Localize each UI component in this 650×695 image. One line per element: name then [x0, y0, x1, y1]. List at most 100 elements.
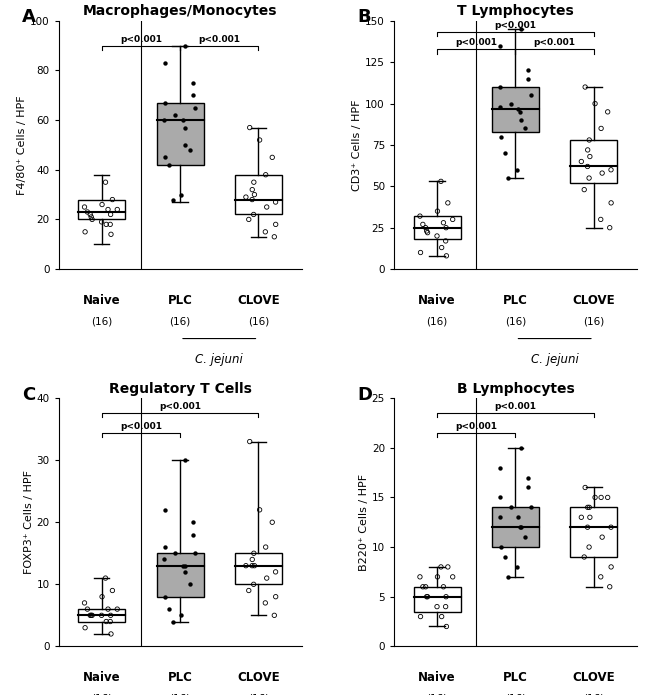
Point	[261, 541, 271, 553]
Text: C. jejuni: C. jejuni	[531, 354, 578, 366]
Point	[582, 145, 593, 156]
Point	[270, 219, 281, 230]
Bar	[78, 199, 125, 220]
Point	[432, 206, 443, 217]
Point	[247, 560, 257, 571]
Point	[604, 581, 615, 592]
Point	[105, 616, 116, 627]
Point	[603, 492, 613, 503]
Point	[96, 610, 107, 621]
Point	[441, 222, 451, 234]
Point	[526, 90, 536, 101]
Point	[495, 512, 505, 523]
Text: (16): (16)	[583, 316, 605, 326]
Point	[247, 554, 257, 565]
Point	[180, 140, 190, 151]
Point	[597, 532, 607, 543]
Point	[82, 206, 92, 218]
Point	[523, 472, 534, 483]
Point	[261, 202, 272, 213]
Point	[500, 551, 510, 562]
Point	[503, 172, 514, 183]
Point	[418, 219, 428, 230]
Point	[584, 512, 595, 523]
Point	[523, 65, 534, 76]
Point	[105, 610, 116, 621]
Title: T Lymphocytes: T Lymphocytes	[457, 4, 574, 18]
Text: PLC: PLC	[503, 671, 528, 684]
Point	[523, 482, 533, 493]
Bar	[413, 216, 461, 239]
Point	[606, 562, 616, 573]
Point	[421, 581, 431, 592]
Point	[415, 611, 426, 622]
Point	[515, 522, 526, 533]
Point	[270, 591, 281, 603]
Point	[82, 603, 92, 614]
Point	[107, 585, 118, 596]
Point	[432, 601, 442, 612]
Point	[576, 512, 586, 523]
Point	[606, 522, 616, 533]
Text: PLC: PLC	[503, 294, 528, 307]
Point	[190, 102, 201, 113]
Point	[495, 462, 505, 473]
Point	[595, 214, 606, 225]
Text: D: D	[358, 386, 372, 404]
Point	[170, 548, 180, 559]
Point	[606, 197, 616, 208]
Point	[80, 622, 90, 633]
Point	[176, 189, 187, 200]
Point	[443, 562, 453, 573]
Point	[582, 502, 593, 513]
Point	[188, 77, 198, 88]
Point	[159, 58, 170, 69]
Point	[248, 209, 259, 220]
Point	[105, 209, 116, 220]
Point	[441, 236, 451, 247]
Point	[254, 505, 265, 516]
Point	[582, 522, 593, 533]
Point	[523, 73, 533, 84]
Point	[159, 554, 170, 565]
Point	[249, 560, 259, 571]
Point	[101, 616, 111, 627]
Point	[606, 164, 616, 175]
Point	[422, 227, 433, 238]
Point	[247, 184, 257, 195]
Point	[526, 502, 536, 513]
Point	[106, 628, 116, 639]
Point	[85, 610, 96, 621]
Point	[520, 532, 530, 543]
Text: Naive: Naive	[83, 294, 120, 307]
Point	[100, 177, 110, 188]
Point	[188, 516, 198, 528]
Point	[515, 522, 525, 533]
Text: C: C	[22, 386, 35, 404]
Point	[441, 250, 452, 261]
Point	[421, 591, 432, 603]
Bar	[413, 587, 461, 612]
Point	[187, 90, 198, 101]
Point	[106, 229, 116, 240]
Point	[159, 115, 170, 126]
Text: (16): (16)	[426, 316, 448, 326]
Point	[168, 194, 178, 205]
Text: p<0.001: p<0.001	[534, 38, 576, 47]
Text: p<0.001: p<0.001	[198, 35, 240, 44]
Point	[515, 442, 526, 453]
Text: CLOVE: CLOVE	[237, 671, 280, 684]
Bar	[570, 140, 617, 183]
Point	[415, 571, 425, 582]
Point	[248, 579, 259, 590]
Point	[240, 560, 251, 571]
Point	[595, 571, 606, 582]
Point	[495, 40, 505, 51]
Text: (16): (16)	[505, 694, 526, 695]
Point	[441, 601, 451, 612]
Text: Naive: Naive	[418, 294, 456, 307]
Point	[584, 151, 595, 162]
Point	[438, 217, 448, 228]
Point	[513, 512, 523, 523]
Point	[260, 227, 270, 238]
